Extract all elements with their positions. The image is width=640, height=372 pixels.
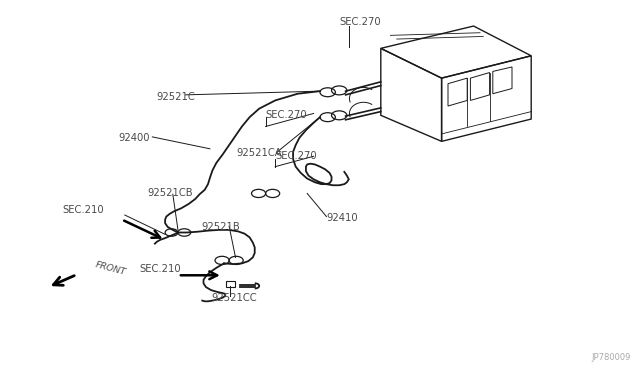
Text: 92521CB: 92521CB [147,189,193,198]
Text: SEC.270: SEC.270 [275,151,317,161]
Text: 92521CA: 92521CA [237,148,282,157]
Bar [226,281,235,287]
Text: SEC.210: SEC.210 [140,264,181,273]
Text: SEC.270: SEC.270 [339,17,381,27]
Text: 92521B: 92521B [202,222,241,232]
Text: FRONT: FRONT [95,260,127,277]
Text: 92400: 92400 [118,133,150,142]
Text: SEC.270: SEC.270 [266,110,307,120]
Text: 92521CC: 92521CC [211,294,257,303]
Text: 92410: 92410 [326,213,358,222]
Text: SEC.210: SEC.210 [63,205,104,215]
Text: JP780009: JP780009 [591,353,630,362]
Text: 92521C: 92521C [157,92,196,102]
